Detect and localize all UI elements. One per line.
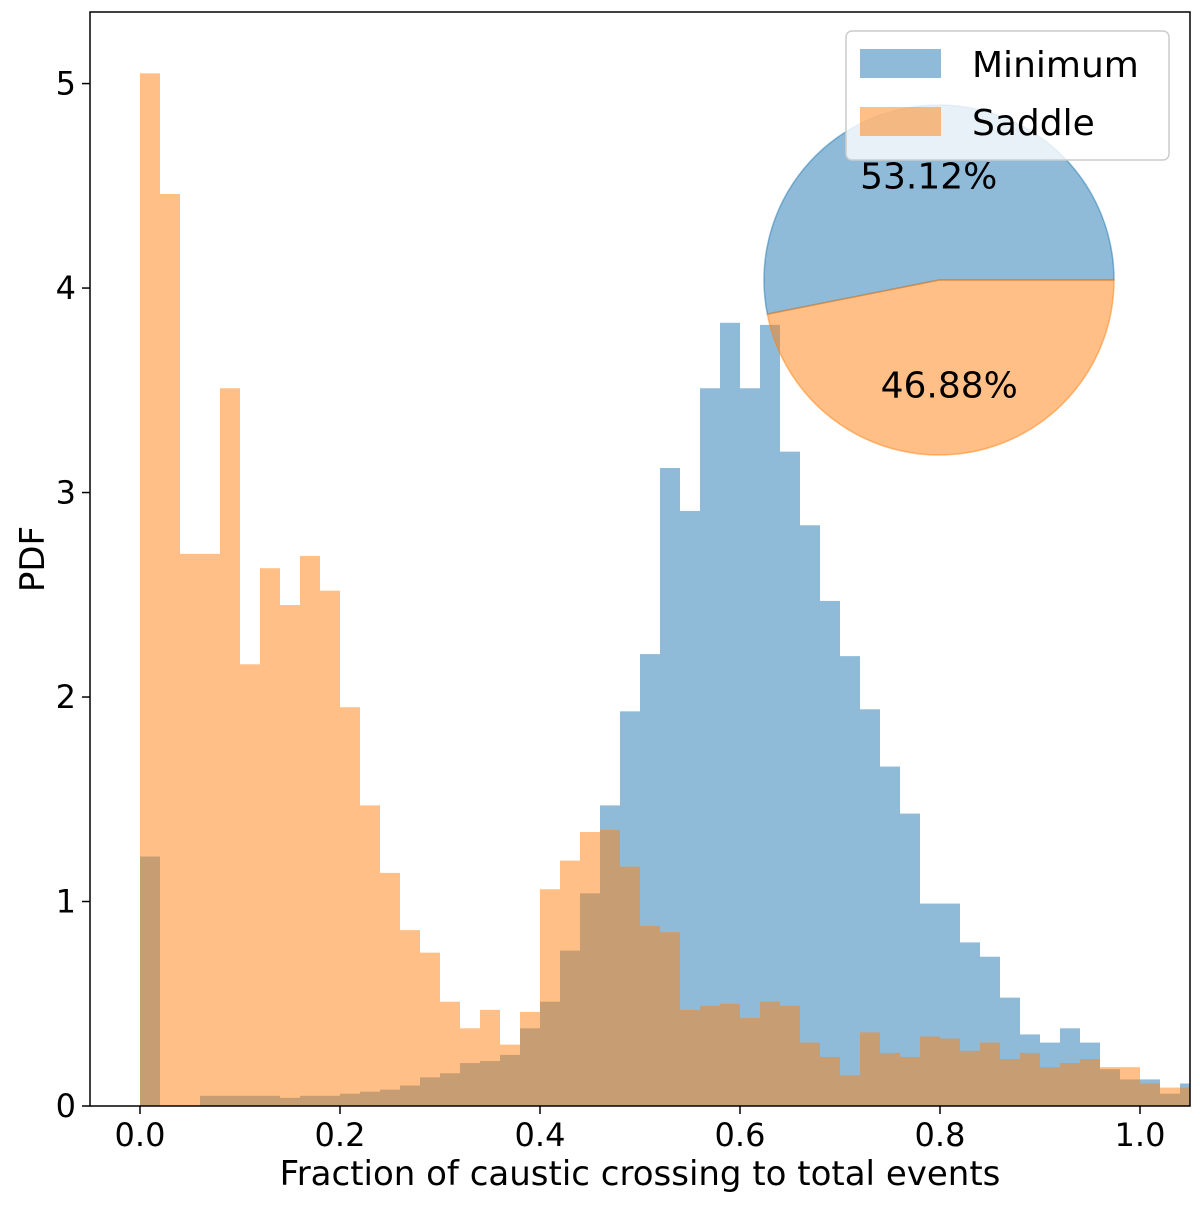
saddle-bar-2 [180,553,200,1106]
saddle-bar-49 [1120,1067,1140,1106]
x-tick-label: 0.2 [315,1116,366,1154]
saddle-bar-19 [520,1011,540,1106]
pie-label-saddle: 46.88% [881,365,1018,406]
y-tick-label: 2 [56,678,76,716]
saddle-bar-42 [980,1042,1000,1106]
saddle-bar-50 [1140,1083,1160,1106]
x-tick-label: 0.6 [715,1116,766,1154]
x-tick-label: 0.8 [915,1116,966,1154]
minimum-bar-36 [860,709,880,1106]
y-axis-ticks: 0 1 2 3 4 5 [56,65,90,1125]
legend: Minimum Saddle [845,30,1170,161]
saddle-bar-38 [900,1056,920,1106]
saddle-bar-31 [760,1001,780,1106]
saddle-bar-48 [1100,1067,1120,1106]
minimum-bar-31 [760,324,780,1106]
saddle-bar-0 [140,73,160,1106]
minimum-bar-34 [820,600,840,1106]
saddle-bar-5 [240,664,260,1106]
saddle-bar-39 [920,1036,940,1106]
saddle-bar-30 [740,1018,760,1106]
saddle-bar-25 [640,926,660,1106]
saddle-bar-24 [620,866,640,1106]
saddle-bar-36 [860,1032,880,1106]
saddle-bar-44 [1020,1052,1040,1106]
minimum-bar-29 [720,322,740,1106]
saddle-bar-20 [540,889,560,1106]
saddle-bar-32 [780,1005,800,1106]
legend-swatch-minimum [860,49,941,78]
saddle-bar-47 [1080,1058,1100,1106]
saddle-bar-28 [700,1005,720,1106]
saddle-bar-13 [400,930,420,1106]
plot-frame [89,11,1191,1107]
saddle-bar-35 [840,1075,860,1106]
saddle-bar-17 [480,1009,500,1106]
saddle-bar-16 [460,1028,480,1106]
saddle-bar-37 [880,1052,900,1106]
saddle-bar-6 [260,568,280,1106]
saddle-bar-14 [420,952,440,1106]
saddle-bar-4 [220,388,240,1106]
saddle-bar-18 [500,1044,520,1106]
saddle-bar-51 [1160,1087,1180,1106]
x-axis-ticks: 0.0 0.2 0.4 0.6 0.8 1.0 [115,1106,1166,1154]
y-tick-label: 4 [56,269,76,307]
x-tick-label: 0.4 [515,1116,566,1154]
saddle-bar-7 [280,605,300,1106]
saddle-bar-9 [320,590,340,1106]
minimum-bar-35 [840,656,860,1106]
saddle-bar-40 [940,1038,960,1106]
saddle-bars [140,73,1190,1106]
saddle-bar-26 [660,932,680,1106]
saddle-bar-33 [800,1042,820,1106]
saddle-bar-46 [1060,1063,1080,1106]
y-tick-label: 5 [56,65,76,103]
saddle-bar-11 [360,805,380,1106]
pie-label-minimum: 53.12% [860,157,997,198]
y-axis-label: PDF [13,526,53,592]
saddle-bar-15 [440,1001,460,1106]
y-tick-label: 1 [56,883,76,921]
minimum-bar-33 [800,525,820,1106]
saddle-bar-22 [580,831,600,1106]
saddle-bar-29 [720,1003,740,1106]
saddle-bar-27 [680,1009,700,1106]
saddle-bar-41 [960,1050,980,1106]
minimum-bar-30 [740,388,760,1106]
saddle-bar-3 [200,553,220,1106]
legend-swatch-saddle [860,107,941,136]
y-tick-label: 0 [56,1087,76,1125]
minimum-bar-37 [880,766,900,1106]
saddle-bar-43 [1000,1058,1020,1106]
saddle-bar-45 [1040,1067,1060,1106]
saddle-bar-10 [340,707,360,1106]
saddle-bar-8 [300,555,320,1106]
x-tick-label: 1.0 [1115,1116,1166,1154]
x-axis-label: Fraction of caustic crossing to total ev… [280,1154,1001,1194]
minimum-bar-28 [700,388,720,1106]
x-tick-label: 0.0 [115,1116,166,1154]
minimum-bar-38 [900,813,920,1106]
pie-slice-saddle [766,279,1115,456]
saddle-bar-12 [380,872,400,1106]
legend-label-saddle: Saddle [972,103,1095,144]
legend-label-minimum: Minimum [972,45,1139,86]
saddle-bar-34 [820,1056,840,1106]
saddle-bar-23 [600,829,620,1106]
minimum-bar-32 [780,451,800,1106]
saddle-bar-1 [160,193,180,1106]
saddle-bar-52 [1180,1087,1190,1106]
y-tick-label: 3 [56,474,76,512]
minimum-bar-27 [680,510,700,1106]
saddle-bar-21 [560,860,580,1106]
